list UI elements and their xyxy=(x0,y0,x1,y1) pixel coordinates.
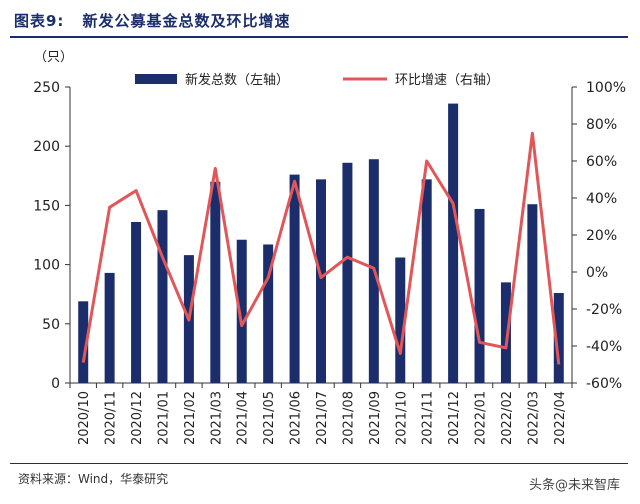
x-axis-tick-label: 2020/10 xyxy=(77,391,92,445)
bar xyxy=(316,179,326,383)
bar xyxy=(263,244,274,383)
right-axis-tick-label: 40% xyxy=(586,191,617,207)
right-axis-tick-label: 60% xyxy=(586,154,617,170)
source-note: 资料来源：Wind，华泰研究 xyxy=(18,472,169,486)
x-axis-tick-label: 2022/03 xyxy=(526,391,541,445)
x-axis-tick-label: 2021/06 xyxy=(289,391,304,445)
bar xyxy=(289,174,300,383)
growth-line xyxy=(81,131,561,365)
bar xyxy=(104,272,115,383)
bar xyxy=(527,204,538,383)
figure-number: 图表9: xyxy=(14,12,65,30)
chart-title: 图表9: 新发公募基金总数及环比增速 xyxy=(14,10,290,31)
x-axis-tick-label: 2022/01 xyxy=(474,391,489,445)
x-axis-tick-label: 2021/04 xyxy=(236,391,251,445)
bar xyxy=(342,162,353,383)
x-axis-tick-label: 2021/08 xyxy=(341,391,356,445)
bar xyxy=(210,181,221,383)
x-axis-tick-label: 2021/02 xyxy=(183,391,198,445)
bar xyxy=(553,293,564,383)
right-axis-tick-label: 0% xyxy=(586,265,608,281)
left-axis-tick-label: 50 xyxy=(42,317,60,333)
x-axis-tick-label: 2021/01 xyxy=(156,391,171,445)
footer-divider xyxy=(10,463,628,464)
bar xyxy=(131,221,142,383)
x-axis-tick-label: 2021/03 xyxy=(209,391,224,445)
right-axis-tick-label: 80% xyxy=(586,117,617,133)
left-axis-tick-label: 100 xyxy=(33,258,60,274)
right-axis-tick-label: -40% xyxy=(586,339,622,355)
right-axis-tick-label: -20% xyxy=(586,302,622,318)
x-axis-tick-label: 2020/11 xyxy=(104,391,119,445)
x-axis-tick-label: 2022/02 xyxy=(500,391,515,445)
x-axis-tick-label: 2020/12 xyxy=(130,391,145,445)
bar xyxy=(395,257,406,383)
title-divider xyxy=(10,36,628,38)
bar xyxy=(78,301,89,383)
legend-bar-swatch xyxy=(135,74,177,84)
left-axis-unit: （只） xyxy=(34,50,74,65)
chart-area: 新发总数（左轴） 环比增速（右轴） 0 50 100 150 200 250 -60% -40… xyxy=(33,72,626,445)
legend: 新发总数（左轴） 环比增速（右轴） xyxy=(135,72,499,88)
legend-bar-label: 新发总数（左轴） xyxy=(185,72,289,88)
bar xyxy=(236,239,247,383)
bar xyxy=(500,282,511,383)
left-axis-tick-label: 0 xyxy=(51,376,60,392)
right-axis-tick-label: -60% xyxy=(586,376,622,392)
bar xyxy=(157,210,168,383)
right-axis-tick-label: 20% xyxy=(586,228,617,244)
x-axis-tick-label: 2021/11 xyxy=(421,391,436,445)
x-axis-tick-label: 2022/04 xyxy=(553,391,568,445)
bar xyxy=(474,208,485,383)
right-axis-tick-label: 100% xyxy=(586,80,626,96)
x-axis-tick-label: 2021/10 xyxy=(394,391,409,445)
legend-line-label: 环比增速（右轴） xyxy=(395,73,499,88)
x-axis-tick-label: 2021/09 xyxy=(368,391,383,445)
left-axis-tick-label: 250 xyxy=(33,80,60,96)
left-axis-tick-label: 150 xyxy=(33,198,60,214)
bar xyxy=(448,103,459,384)
figure-title: 新发公募基金总数及环比增速 xyxy=(82,12,291,30)
x-axis-tick-label: 2021/07 xyxy=(315,391,330,445)
left-axis-tick-label: 200 xyxy=(33,139,60,155)
x-axis-tick-label: 2021/12 xyxy=(447,391,462,445)
bar xyxy=(421,179,432,383)
x-axis-tick-label: 2021/05 xyxy=(262,391,277,445)
watermark: 头条@未来智库 xyxy=(522,472,626,495)
